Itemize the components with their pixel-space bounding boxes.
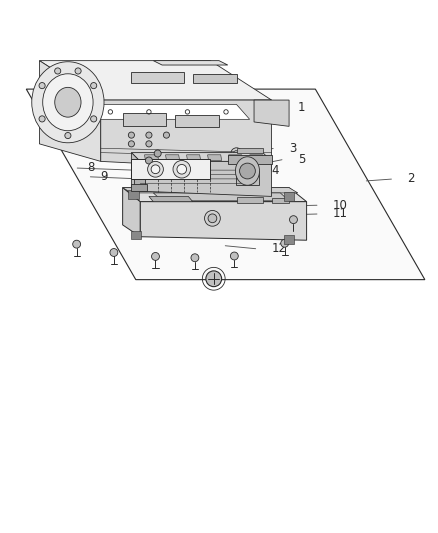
Text: 7: 7 xyxy=(118,144,126,157)
Polygon shape xyxy=(140,161,272,197)
Circle shape xyxy=(205,211,220,226)
Polygon shape xyxy=(131,152,272,161)
Polygon shape xyxy=(134,177,145,188)
Circle shape xyxy=(55,68,61,74)
Text: 8: 8 xyxy=(88,161,95,174)
Polygon shape xyxy=(193,74,237,84)
Polygon shape xyxy=(236,171,259,185)
Circle shape xyxy=(163,132,170,138)
Polygon shape xyxy=(39,61,101,161)
Polygon shape xyxy=(228,155,272,164)
Circle shape xyxy=(128,132,134,138)
Circle shape xyxy=(230,252,238,260)
Polygon shape xyxy=(101,100,272,170)
Polygon shape xyxy=(208,155,222,160)
Polygon shape xyxy=(131,152,140,191)
Polygon shape xyxy=(123,188,307,201)
Text: 5: 5 xyxy=(298,152,305,166)
Circle shape xyxy=(290,216,297,223)
Polygon shape xyxy=(26,89,425,280)
Polygon shape xyxy=(229,155,243,160)
Polygon shape xyxy=(254,100,289,126)
Polygon shape xyxy=(128,190,139,199)
Circle shape xyxy=(73,240,81,248)
Circle shape xyxy=(145,157,152,164)
Polygon shape xyxy=(237,197,263,203)
Circle shape xyxy=(148,161,163,177)
Circle shape xyxy=(173,160,191,178)
Polygon shape xyxy=(237,148,263,152)
Ellipse shape xyxy=(235,157,259,185)
Polygon shape xyxy=(140,201,307,240)
Polygon shape xyxy=(153,61,228,65)
Polygon shape xyxy=(131,184,147,191)
Polygon shape xyxy=(250,155,264,160)
Circle shape xyxy=(65,133,71,139)
Text: 4: 4 xyxy=(272,164,279,176)
Text: 10: 10 xyxy=(333,199,348,212)
Polygon shape xyxy=(44,102,263,121)
Text: 11: 11 xyxy=(333,207,348,221)
Ellipse shape xyxy=(42,74,93,131)
Circle shape xyxy=(240,163,255,179)
Circle shape xyxy=(39,116,45,122)
Ellipse shape xyxy=(55,87,81,117)
Circle shape xyxy=(154,150,161,157)
Polygon shape xyxy=(166,155,180,160)
Ellipse shape xyxy=(32,62,104,143)
Polygon shape xyxy=(187,155,201,160)
Polygon shape xyxy=(284,235,294,244)
Polygon shape xyxy=(131,231,141,239)
Polygon shape xyxy=(123,113,166,126)
Circle shape xyxy=(75,68,81,74)
Circle shape xyxy=(128,141,134,147)
Polygon shape xyxy=(123,188,140,237)
Circle shape xyxy=(110,248,118,256)
Polygon shape xyxy=(153,193,289,201)
Text: 3: 3 xyxy=(289,142,297,155)
Polygon shape xyxy=(39,61,272,100)
Polygon shape xyxy=(131,71,184,83)
Circle shape xyxy=(146,141,152,147)
Polygon shape xyxy=(272,198,289,203)
Circle shape xyxy=(152,253,159,260)
Circle shape xyxy=(177,165,187,174)
Polygon shape xyxy=(175,115,219,127)
Text: 9: 9 xyxy=(101,170,108,183)
Circle shape xyxy=(39,83,45,88)
Circle shape xyxy=(206,271,222,287)
Polygon shape xyxy=(61,104,250,119)
Polygon shape xyxy=(145,155,159,160)
Polygon shape xyxy=(123,188,298,193)
Circle shape xyxy=(233,150,240,157)
Polygon shape xyxy=(284,192,294,201)
Text: 6: 6 xyxy=(134,133,141,146)
Text: 12: 12 xyxy=(272,243,286,255)
Circle shape xyxy=(281,239,289,247)
Circle shape xyxy=(146,132,152,138)
Polygon shape xyxy=(131,159,210,179)
Circle shape xyxy=(91,83,97,88)
Circle shape xyxy=(151,165,160,174)
Circle shape xyxy=(91,116,97,122)
Text: 2: 2 xyxy=(407,172,415,185)
Polygon shape xyxy=(149,197,193,201)
Circle shape xyxy=(208,214,217,223)
Text: 1: 1 xyxy=(298,101,305,115)
Circle shape xyxy=(231,148,242,159)
Circle shape xyxy=(191,254,199,262)
